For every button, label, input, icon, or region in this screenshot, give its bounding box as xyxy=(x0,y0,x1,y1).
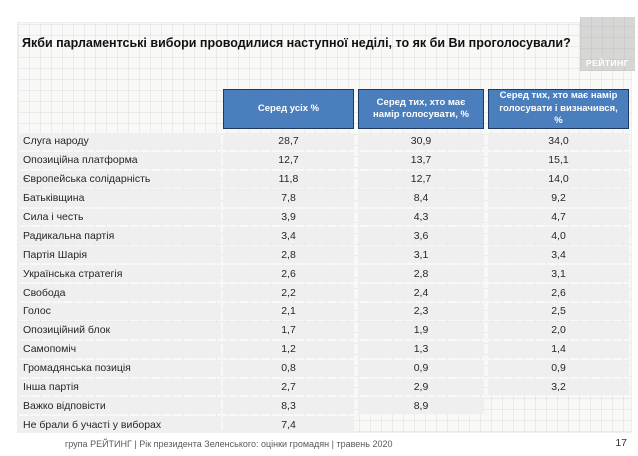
table-row: Партія Шарія 2,8 3,1 3,4 xyxy=(18,246,629,264)
slide: Якби парламентські вибори проводилися на… xyxy=(17,22,632,435)
table-header-row: Серед усіх % Серед тих, хто має намір гол… xyxy=(18,89,629,129)
value-cell: 1,3 xyxy=(358,340,484,358)
value-cell: 7,8 xyxy=(223,189,354,207)
value-cell: 12,7 xyxy=(223,151,354,169)
value-cell: 2,6 xyxy=(488,284,629,302)
value-cell: 2,6 xyxy=(223,265,354,283)
value-cell: 1,9 xyxy=(358,321,484,339)
table-row: Українська стратегія 2,6 2,8 3,1 xyxy=(18,265,629,283)
table-body: Слуга народу 28,7 30,9 34,0 Опозиційна платф… xyxy=(18,133,629,434)
value-cell: 9,2 xyxy=(488,189,629,207)
party-name: Інша партія xyxy=(18,378,221,396)
party-name: Самопоміч xyxy=(18,340,221,358)
poll-table: Серед усіх % Серед тих, хто має намір гол… xyxy=(18,89,629,435)
rating-logo-label: РЕЙТИНГ xyxy=(585,58,630,68)
value-cell: 2,1 xyxy=(223,303,354,320)
value-cell: 1,4 xyxy=(488,340,629,358)
slide-footer: група РЕЙТИНГ | Рік президента Зеленсько… xyxy=(65,439,393,449)
table-row: Голос 2,1 2,3 2,5 xyxy=(18,303,629,320)
table-row: Радикальна партія 3,4 3,6 4,0 xyxy=(18,227,629,245)
party-name: Громадянська позиція xyxy=(18,359,221,377)
value-cell: 3,6 xyxy=(358,227,484,245)
value-cell: 2,0 xyxy=(488,321,629,339)
value-cell: 3,1 xyxy=(358,246,484,264)
table-row: Важко відповісти 8,3 8,9 xyxy=(18,397,629,415)
value-cell: 13,7 xyxy=(358,151,484,169)
value-cell: 2,4 xyxy=(358,284,484,302)
value-cell: 0,9 xyxy=(358,359,484,377)
value-cell: 8,4 xyxy=(358,189,484,207)
value-cell: 0,9 xyxy=(488,359,629,377)
value-cell: 4,3 xyxy=(358,208,484,226)
party-name: Радикальна партія xyxy=(18,227,221,245)
table-row: Інша партія 2,7 2,9 3,2 xyxy=(18,378,629,396)
table-row: Громадянська позиція 0,8 0,9 0,9 xyxy=(18,359,629,377)
table-row: Свобода 2,2 2,4 2,6 xyxy=(18,284,629,302)
value-cell: 15,1 xyxy=(488,151,629,169)
value-cell: 12,7 xyxy=(358,170,484,188)
party-name: Важко відповісти xyxy=(18,397,221,415)
value-cell: 2,7 xyxy=(223,378,354,396)
value-cell: 1,7 xyxy=(223,321,354,339)
value-cell: 2,8 xyxy=(358,265,484,283)
value-cell: 30,9 xyxy=(358,133,484,150)
table-row: Сила і честь 3,9 4,3 4,7 xyxy=(18,208,629,226)
page-number: 17 xyxy=(615,437,627,449)
value-cell: 2,5 xyxy=(488,303,629,320)
value-cell: 2,2 xyxy=(223,284,354,302)
table-row: Опозиційний блок 1,7 1,9 2,0 xyxy=(18,321,629,339)
table-row: Слуга народу 28,7 30,9 34,0 xyxy=(18,133,629,150)
party-name: Опозиційний блок xyxy=(18,321,221,339)
table-row: Самопоміч 1,2 1,3 1,4 xyxy=(18,340,629,358)
value-cell: 28,7 xyxy=(223,133,354,150)
value-cell: 2,9 xyxy=(358,378,484,396)
column-header: Серед усіх % xyxy=(223,89,354,129)
party-name: Свобода xyxy=(18,284,221,302)
value-cell: 3,2 xyxy=(488,378,629,396)
value-cell: 2,8 xyxy=(223,246,354,264)
party-name: Не брали б участі у виборах xyxy=(18,416,221,434)
value-cell: 1,2 xyxy=(223,340,354,358)
value-cell: 8,3 xyxy=(223,397,354,415)
party-name: Партія Шарія xyxy=(18,246,221,264)
table-row: Не брали б участі у виборах 7,4 xyxy=(18,416,629,434)
table-row: Опозиційна платформа 12,7 13,7 15,1 xyxy=(18,151,629,169)
party-name: Європейська солідарність xyxy=(18,170,221,188)
value-cell: 7,4 xyxy=(223,416,354,434)
value-cell: 3,9 xyxy=(223,208,354,226)
value-cell: 11,8 xyxy=(223,170,354,188)
value-cell: 3,1 xyxy=(488,265,629,283)
value-cell: 3,4 xyxy=(488,246,629,264)
table-row: Батьківщина 7,8 8,4 9,2 xyxy=(18,189,629,207)
value-cell: 3,4 xyxy=(223,227,354,245)
value-cell: 2,3 xyxy=(358,303,484,320)
value-cell: 4,7 xyxy=(488,208,629,226)
party-name: Опозиційна платформа xyxy=(18,151,221,169)
value-cell: 0,8 xyxy=(223,359,354,377)
party-name: Сила і честь xyxy=(18,208,221,226)
rating-logo: РЕЙТИНГ xyxy=(580,17,635,71)
value-cell: 34,0 xyxy=(488,133,629,150)
column-header: Серед тих, хто має намір голосувати і ви… xyxy=(488,89,629,129)
table-row: Європейська солідарність 11,8 12,7 14,0 xyxy=(18,170,629,188)
value-cell: 14,0 xyxy=(488,170,629,188)
slide-title: Якби парламентські вибори проводилися на… xyxy=(22,36,571,50)
party-name: Голос xyxy=(18,303,221,320)
party-name: Українська стратегія xyxy=(18,265,221,283)
value-cell: 8,9 xyxy=(358,397,484,415)
value-cell: 4,0 xyxy=(488,227,629,245)
party-name: Слуга народу xyxy=(18,133,221,150)
column-header: Серед тих, хто має намір голосувати, % xyxy=(358,89,484,129)
party-name: Батьківщина xyxy=(18,189,221,207)
